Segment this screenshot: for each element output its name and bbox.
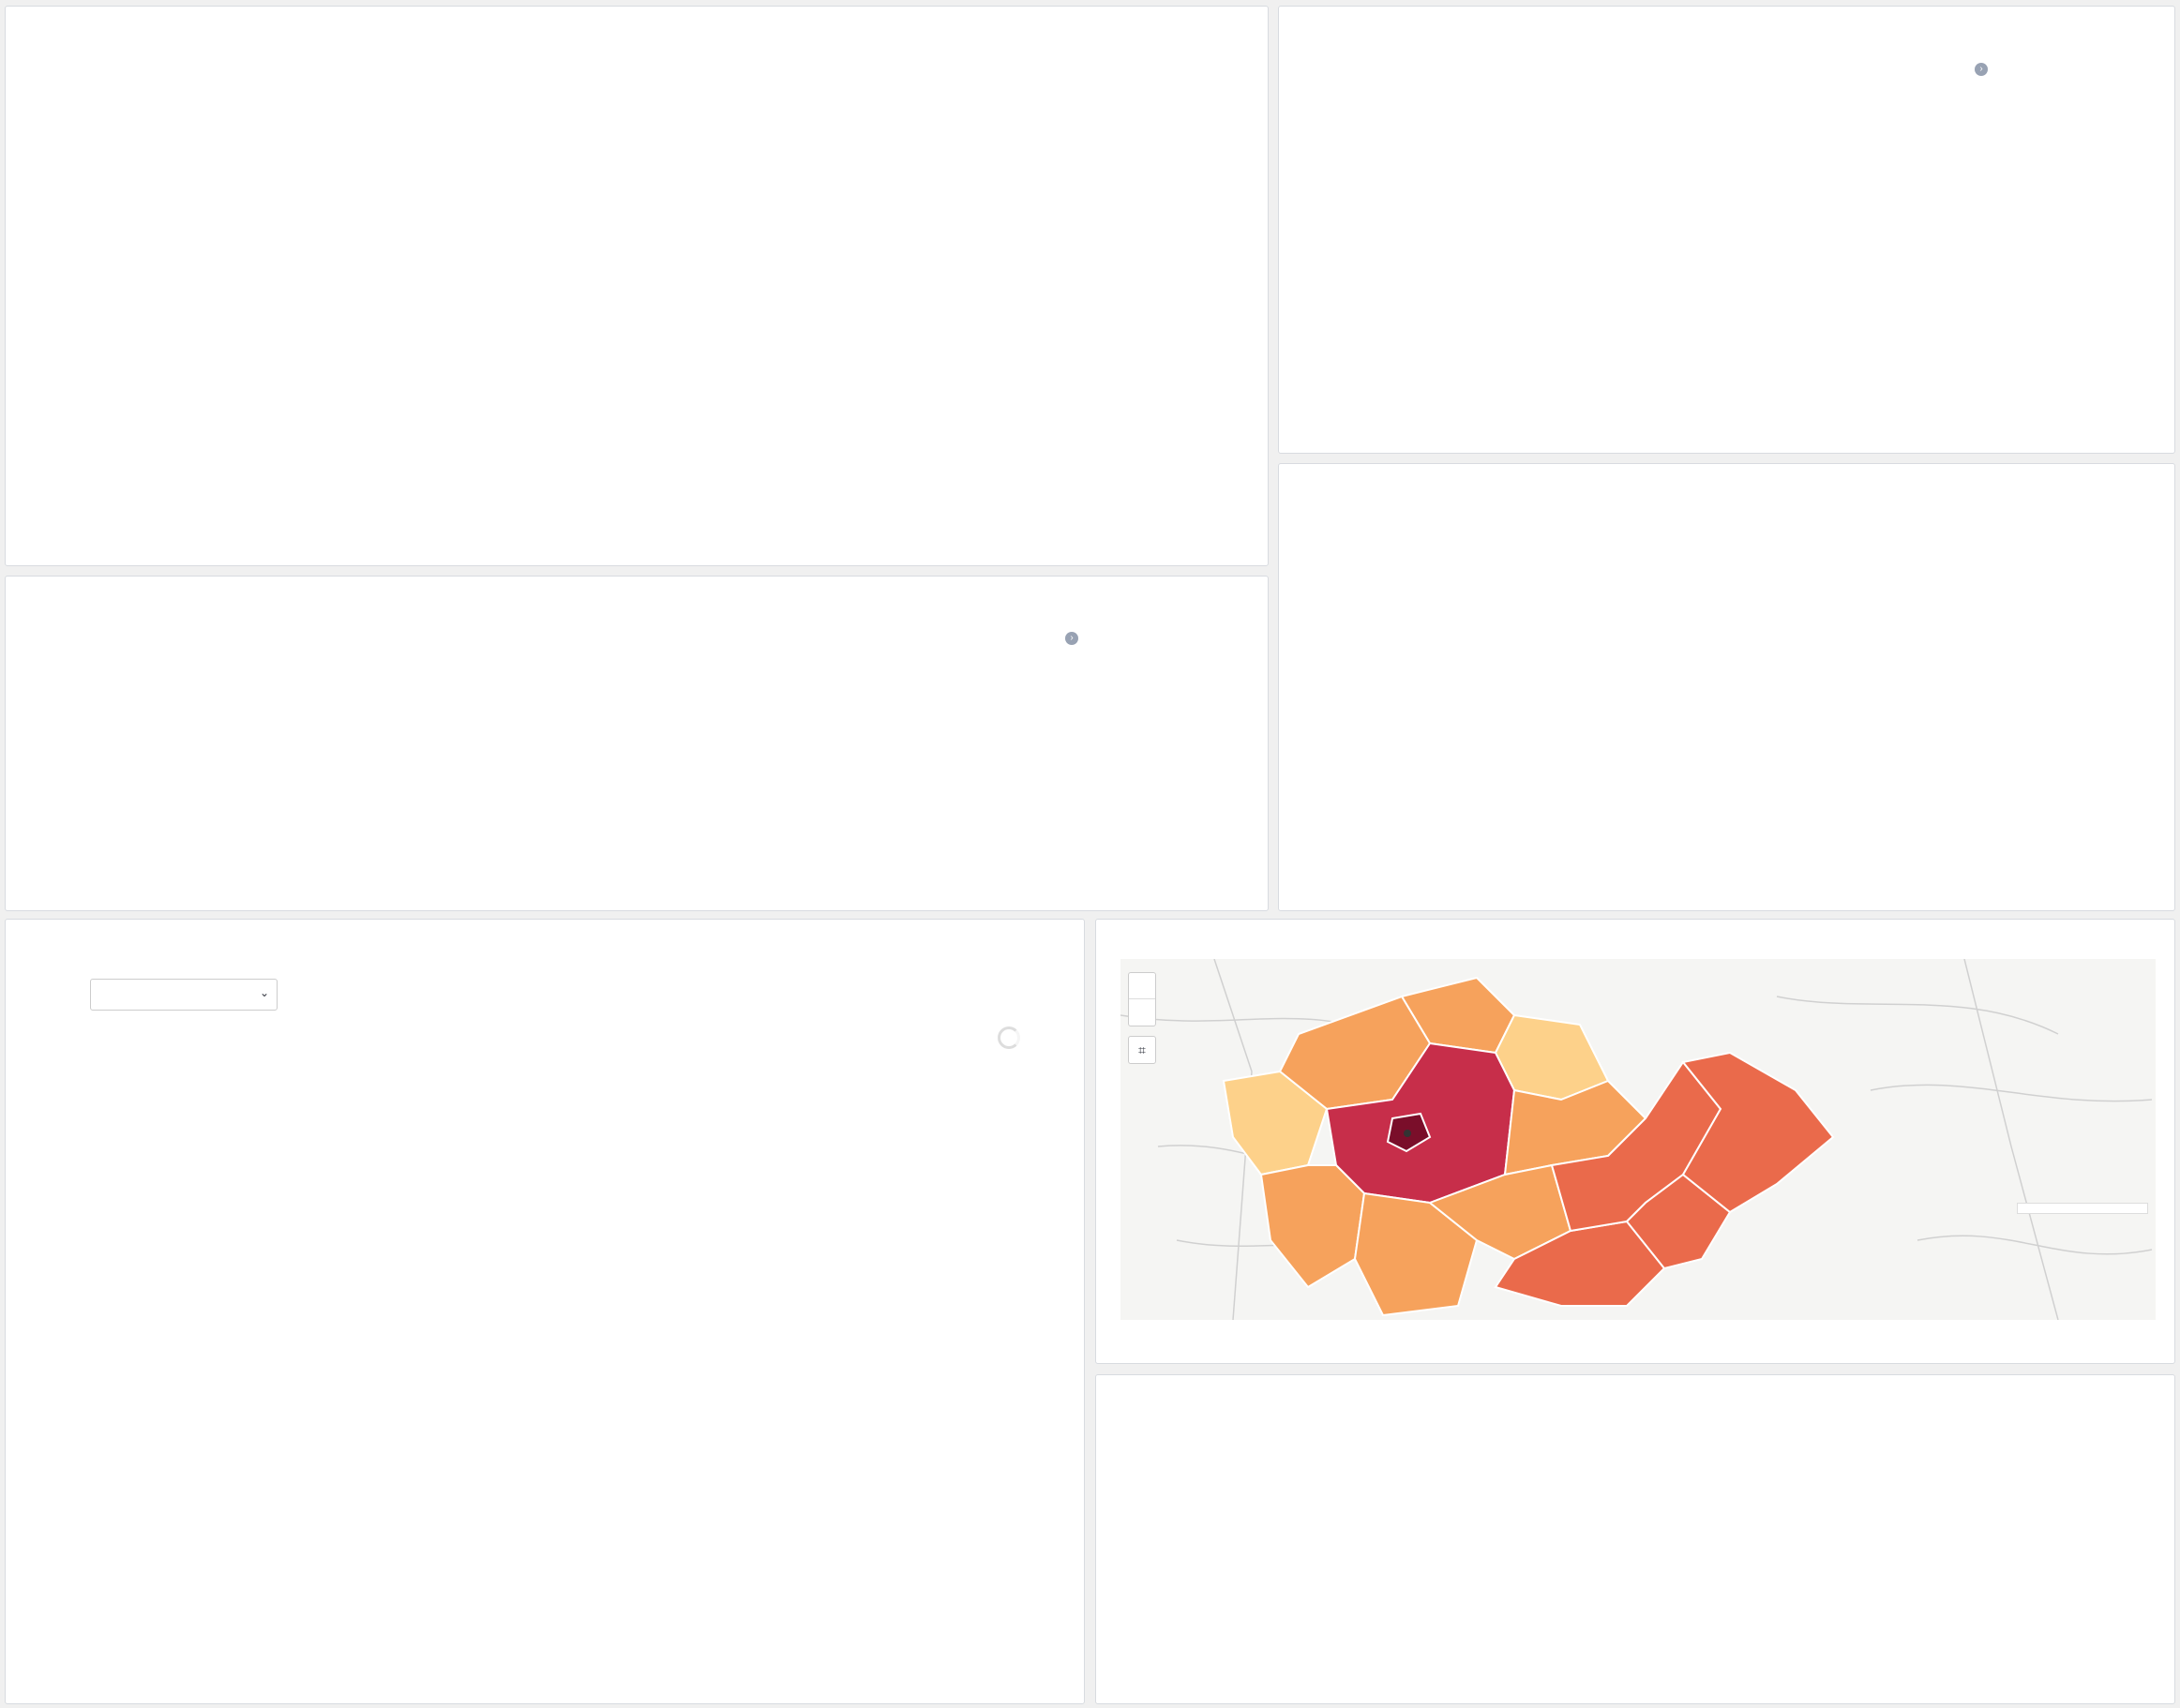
map-panel: ⌗ (1095, 919, 2175, 1364)
heatmap-panel: ⌄ (5, 919, 1085, 1704)
abroad-chart[interactable] (6, 577, 1056, 911)
zoom-controls (1128, 972, 1156, 1026)
donut-chart[interactable] (1279, 7, 1842, 454)
chevron-down-icon: ⌄ (259, 986, 269, 999)
zoom-in-button[interactable] (1129, 973, 1155, 999)
region-moravskoslezsky (1681, 1051, 1835, 1214)
reset-icon[interactable] (998, 1026, 1020, 1049)
overview-panel (5, 6, 1269, 566)
legend-toggle-icon[interactable]: › (1975, 63, 1988, 76)
line-chart[interactable] (1096, 1375, 2175, 1704)
crop-icon[interactable]: ⌗ (1128, 1036, 1156, 1064)
region-map[interactable] (1120, 959, 2156, 1320)
map-legend (2017, 1203, 2148, 1214)
zoom-out-button[interactable] (1129, 999, 1155, 1026)
heatmap-chart[interactable] (6, 920, 1085, 1704)
line-panel (1095, 1374, 2175, 1704)
donut-panel: › (1278, 6, 2175, 454)
wordcloud-panel (1278, 463, 2175, 911)
legend-toggle-icon[interactable]: › (1065, 632, 1078, 645)
interval-select[interactable]: ⌄ (90, 979, 278, 1011)
abroad-panel: › (5, 576, 1269, 911)
